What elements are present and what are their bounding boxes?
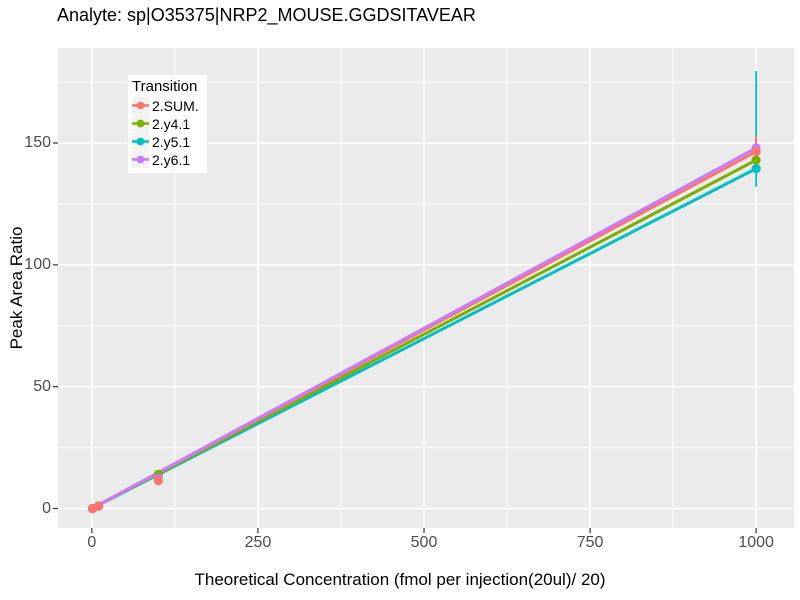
- series-line-2-y6-1: [91, 146, 758, 510]
- data-point-2-sum: [153, 475, 163, 486]
- legend-item-label: 2.y5.1: [152, 133, 191, 150]
- x-tick-label: 250: [244, 534, 272, 551]
- y-tick-label: 0: [42, 499, 51, 517]
- x-tick-label: 750: [576, 534, 604, 551]
- legend-item-2-y6-1: 2.y6.1: [132, 151, 204, 168]
- data-point-2-sum: [751, 146, 761, 157]
- data-point-2-y4-1: [751, 155, 761, 165]
- legend-items: 2.SUM. 2.y4.1 2.y5.1 2.y6.1: [132, 97, 204, 168]
- legend-item-2-sum: 2.SUM.: [132, 97, 204, 114]
- y-tick-label: 150: [24, 134, 51, 152]
- legend-title: Transition: [132, 78, 198, 95]
- legend-item-label: 2.SUM.: [152, 97, 199, 114]
- legend: Transition 2.SUM. 2.y4.1 2.y5.1 2.y6.1: [127, 74, 208, 174]
- legend-item-2-y4-1: 2.y4.1: [132, 115, 204, 132]
- legend-item-2-y5-1: 2.y5.1: [132, 133, 204, 150]
- legend-key-icon: [132, 115, 149, 132]
- data-point-2-sum: [93, 501, 104, 511]
- x-tick-label: 500: [410, 534, 438, 551]
- data-point-2-y5-1: [751, 164, 761, 174]
- y-tick-label: 50: [33, 377, 51, 395]
- legend-key-icon: [132, 97, 149, 114]
- y-tick-label: 100: [24, 255, 51, 273]
- legend-item-label: 2.y4.1: [152, 115, 191, 132]
- x-axis-title: Theoretical Concentration (fmol per inje…: [194, 570, 606, 589]
- legend-item-label: 2.y6.1: [152, 151, 191, 168]
- legend-key-icon: [132, 151, 149, 168]
- legend-key-icon: [132, 133, 149, 150]
- plot-title: Analyte: sp|O35375|NRP2_MOUSE.GGDSITAVEA…: [57, 5, 476, 25]
- x-tick-label: 0: [87, 534, 97, 551]
- x-tick-label: 1000: [738, 534, 774, 551]
